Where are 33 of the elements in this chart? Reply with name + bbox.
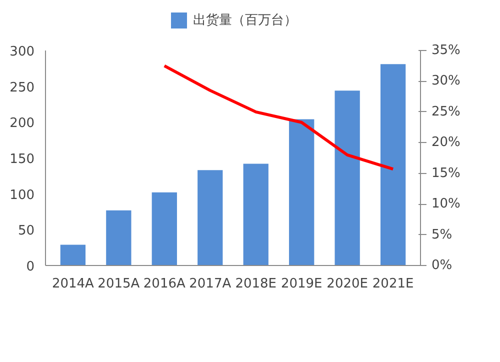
x-tick-label: 2015A <box>98 276 140 292</box>
y-tick-label: 50 <box>18 224 35 239</box>
y2-tick-label: 20% <box>432 135 460 150</box>
y2-tick-label: 30% <box>432 74 460 89</box>
bar <box>334 90 360 266</box>
bar <box>243 164 268 266</box>
bar <box>152 192 177 266</box>
y-tick-label: 150 <box>10 152 35 167</box>
x-tick-label: 2018E <box>235 276 277 292</box>
bar <box>289 119 314 266</box>
y2-tick-label: 25% <box>432 104 460 120</box>
y-tick-label: 250 <box>10 80 35 96</box>
x-tick-label: 2019E <box>280 276 322 292</box>
y2-tick-label: 0% <box>432 258 452 273</box>
bar <box>380 64 406 266</box>
x-tick-label: 2017A <box>189 276 232 292</box>
y-tick-label: 100 <box>10 188 35 203</box>
y2-tick-label: 15% <box>432 166 460 181</box>
y-tick-label: 300 <box>10 44 35 60</box>
legend-label: 出货量（百万台） <box>193 12 297 29</box>
y2-tick-label: 35% <box>432 43 460 58</box>
y2-tick-label: 5% <box>432 227 452 242</box>
x-tick-label: 2020E <box>326 276 368 292</box>
bar <box>60 244 86 266</box>
bar <box>106 210 132 266</box>
y-tick-label: 0 <box>26 260 35 274</box>
x-tick-label: 2021E <box>372 276 414 292</box>
y2-tick-label: 10% <box>432 196 460 212</box>
x-tick-label: 2014A <box>52 276 94 292</box>
y-tick-label: 200 <box>10 116 35 132</box>
x-tick-label: 2016A <box>143 276 186 292</box>
bar <box>198 170 223 266</box>
line-series <box>162 64 395 171</box>
